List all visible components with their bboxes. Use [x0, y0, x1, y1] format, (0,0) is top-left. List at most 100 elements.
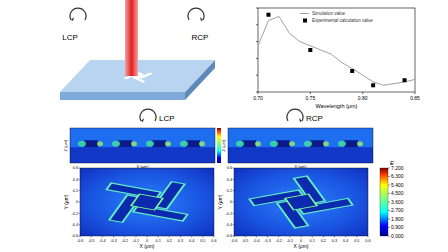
xy-frame [234, 168, 368, 236]
x-tick [289, 236, 290, 238]
structure [84, 140, 98, 147]
figure: LCPRCP0.700.750.800.85Wavelength (μm)Sim… [0, 0, 448, 252]
structure [310, 140, 324, 147]
x-tick-label: 0.3 [178, 239, 183, 243]
colorbar-tick [388, 176, 390, 177]
xy-field [80, 168, 214, 236]
colorbar-tick-label: 0.900 [391, 224, 404, 230]
colorbar-tick-label: 3.600 [391, 199, 404, 205]
y-tick [256, 8, 258, 9]
y-tick [233, 202, 235, 203]
axis-title: Z (μm) [221, 139, 226, 152]
xy-frame [80, 168, 214, 236]
x-tick [323, 236, 324, 238]
x-tick [91, 236, 92, 238]
x-tick [180, 236, 181, 238]
colorbar-tick-label: 4.500 [391, 190, 404, 196]
y-tick-label: -0.2 [71, 212, 78, 216]
x-tick-label: 0.2 [321, 239, 326, 243]
x-tick [362, 92, 363, 94]
map-label: RCP [306, 114, 323, 123]
arrowhead [141, 118, 144, 122]
y-tick [233, 236, 235, 237]
x-tick-label: 0.4 [189, 239, 194, 243]
x-tick [345, 236, 346, 238]
x-tick [124, 236, 125, 238]
x-tick [310, 92, 311, 94]
y-tick-label: -0.4 [225, 223, 232, 227]
substrate-front [60, 92, 185, 100]
y-tick [256, 92, 258, 93]
y-tick [256, 41, 258, 42]
x-tick [147, 236, 148, 238]
x-tick [256, 236, 257, 238]
y-tick [233, 213, 235, 214]
x-tick [245, 236, 246, 238]
y-tick [79, 168, 81, 169]
y-tick-label: 0.6 [73, 166, 78, 170]
y-tick-label: 0 [230, 200, 232, 204]
point [266, 13, 270, 17]
xz-frame [70, 128, 215, 163]
series-line [258, 16, 415, 85]
x-tick-label: -0.5 [88, 239, 95, 243]
arc [188, 8, 204, 20]
colorbar-tick-label: 7.200 [391, 165, 404, 171]
colorbar-tick [388, 202, 390, 203]
x-tick [202, 236, 203, 238]
center-block [131, 194, 163, 210]
x-tick-label: 0.3 [332, 239, 337, 243]
hotspot [357, 141, 363, 146]
x-tick-label: 0.4 [343, 239, 348, 243]
x-tick [278, 236, 279, 238]
plot-frame [258, 8, 415, 92]
colorbar-tick [388, 210, 390, 211]
arrowhead [71, 17, 74, 21]
point [350, 69, 354, 73]
hotspot [236, 141, 244, 147]
x-tick-label: 0.85 [410, 95, 420, 101]
y-tick-label: -0.6 [225, 234, 232, 238]
point [403, 78, 407, 82]
y-tick [233, 179, 235, 180]
y-tick-label: -0.6 [71, 234, 78, 238]
x-tick-label: 0.75 [305, 95, 315, 101]
y-tick [256, 75, 258, 76]
label: RCP [192, 33, 209, 42]
structure [242, 140, 256, 147]
x-tick [113, 236, 114, 238]
x-tick [102, 236, 103, 238]
y-tick-label: -0.2 [225, 212, 232, 216]
structure [186, 140, 200, 147]
structure [276, 140, 290, 147]
x-tick [234, 236, 235, 238]
xy-field [234, 168, 368, 236]
x-tick-label: -0.5 [242, 239, 249, 243]
y-tick [233, 168, 235, 169]
x-tick-label: 0.2 [167, 239, 172, 243]
hotspot [146, 141, 154, 147]
xz-frame [228, 128, 373, 163]
arrowhead [299, 118, 302, 122]
x-tick [169, 236, 170, 238]
xz-field [228, 128, 373, 163]
y-tick-label: 0.4 [227, 178, 232, 182]
hotspot [304, 141, 312, 147]
polarization-icon [287, 109, 303, 122]
substrate-region [228, 147, 373, 163]
structure [344, 140, 358, 147]
y-tick-label: -0.4 [71, 223, 78, 227]
structure [152, 140, 166, 147]
arrowhead [200, 17, 203, 21]
structure [118, 140, 132, 147]
label: LCP [62, 33, 78, 42]
x-tick-label: -0.2 [275, 239, 282, 243]
colorbar-tick [388, 219, 390, 220]
arc [70, 8, 86, 20]
x-tick-label: -0.3 [110, 239, 117, 243]
data-group [258, 13, 415, 88]
hotspot [78, 141, 86, 147]
legend: Simulation valueExperimental calculation… [300, 11, 373, 23]
x-tick-label: 0.5 [200, 239, 205, 243]
x-tick-label: -0.6 [231, 239, 238, 243]
